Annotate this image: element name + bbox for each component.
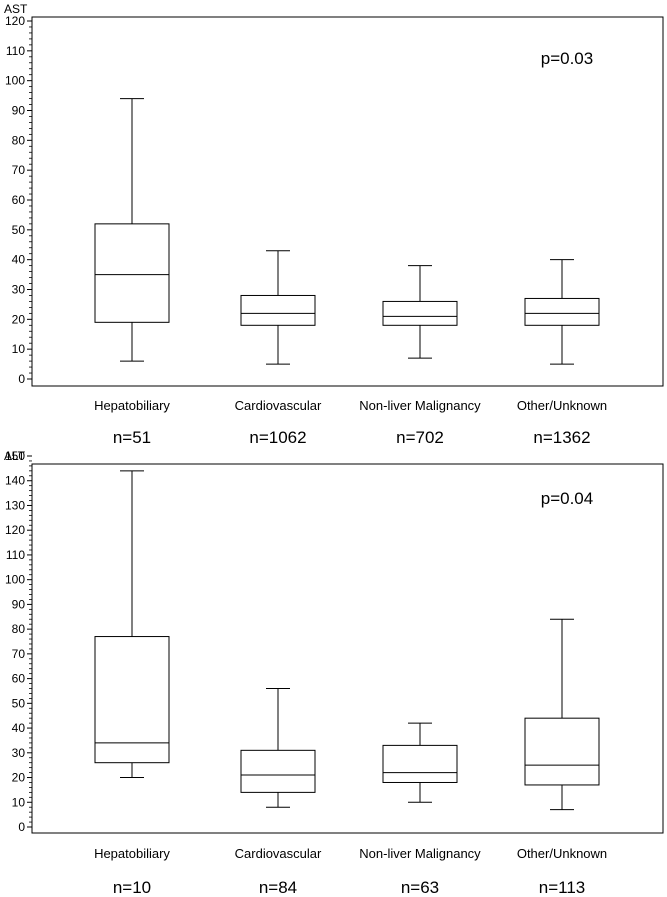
y-tick-label: 10 xyxy=(12,795,26,809)
iqr-box xyxy=(524,297,600,326)
y-tick-label: 80 xyxy=(12,133,26,147)
box-4 xyxy=(524,259,600,365)
y-tick-label: 120 xyxy=(5,14,25,28)
y-tick-label: 70 xyxy=(12,163,26,177)
y-tick-label: 80 xyxy=(12,622,26,636)
category-label: Other/Unknown xyxy=(517,398,607,413)
y-tick-label: 60 xyxy=(12,193,26,207)
p-value-annotation: p=0.03 xyxy=(541,49,593,68)
category-label: Non-liver Malignancy xyxy=(359,846,481,861)
y-tick-label: 120 xyxy=(5,523,25,537)
y-tick-label: 130 xyxy=(5,498,25,512)
iqr-box xyxy=(240,294,316,326)
y-tick-label: 30 xyxy=(12,746,26,760)
panel-ast: AST 0 10 20 30 40 50 60 70 80 90 100 110 120 p=0.03 Hep… xyxy=(4,2,664,447)
y-tick-label: 110 xyxy=(6,44,25,58)
category-label: Other/Unknown xyxy=(517,846,607,861)
panel-alt: ALT 0 10 20 30 40 50 60 70 80 90 100 110 120 130 140 150… xyxy=(4,449,664,897)
y-tick-label: 150 xyxy=(5,449,25,463)
count-label: n=1362 xyxy=(533,428,590,447)
y-tick-label: 100 xyxy=(5,74,25,88)
y-tick-label: 110 xyxy=(6,548,25,562)
category-label: Cardiovascular xyxy=(235,846,322,861)
y-tick-label: 90 xyxy=(12,597,26,611)
box-3 xyxy=(382,265,458,359)
box-2 xyxy=(240,687,316,808)
y-tick-label: 0 xyxy=(18,372,25,386)
count-label: n=702 xyxy=(396,428,444,447)
iqr-box xyxy=(94,636,170,764)
y-tick-label: 0 xyxy=(18,820,25,834)
box-4 xyxy=(524,618,600,811)
plot-frame xyxy=(31,16,664,387)
y-tick-label: 50 xyxy=(12,223,26,237)
y-axis-title: AST xyxy=(4,2,28,16)
y-tick-label: 10 xyxy=(12,342,26,356)
y-tick-label: 90 xyxy=(12,104,26,118)
y-tick-label: 40 xyxy=(12,253,26,267)
y-axis-title: ALT xyxy=(4,449,26,463)
p-value-annotation: p=0.04 xyxy=(541,489,593,508)
count-label: n=10 xyxy=(113,878,151,897)
category-label: Cardiovascular xyxy=(235,398,322,413)
y-tick-label: 20 xyxy=(12,771,26,785)
count-label: n=51 xyxy=(113,428,151,447)
iqr-box xyxy=(524,717,600,786)
box-1 xyxy=(94,98,170,362)
box-1 xyxy=(94,470,170,779)
category-label: Hepatobiliary xyxy=(94,846,170,861)
y-tick-label: 60 xyxy=(12,672,26,686)
box-2 xyxy=(240,250,316,365)
plot-frame xyxy=(31,463,664,834)
iqr-box xyxy=(382,300,458,326)
category-label: Hepatobiliary xyxy=(94,398,170,413)
box-3 xyxy=(382,722,458,803)
iqr-box xyxy=(94,223,170,323)
count-label: n=113 xyxy=(539,878,585,897)
y-tick-label: 70 xyxy=(12,647,26,661)
category-label: Non-liver Malignancy xyxy=(359,398,481,413)
y-tick-label: 50 xyxy=(12,696,26,710)
count-label: n=63 xyxy=(401,878,439,897)
y-tick-label: 40 xyxy=(12,721,26,735)
y-tick-label: 140 xyxy=(5,474,25,488)
y-tick-label: 100 xyxy=(5,573,25,587)
count-label: n=84 xyxy=(259,878,297,897)
y-tick-label: 30 xyxy=(12,283,26,297)
iqr-box xyxy=(382,744,458,783)
y-tick-label: 20 xyxy=(12,312,26,326)
iqr-box xyxy=(240,749,316,793)
count-label: n=1062 xyxy=(249,428,306,447)
